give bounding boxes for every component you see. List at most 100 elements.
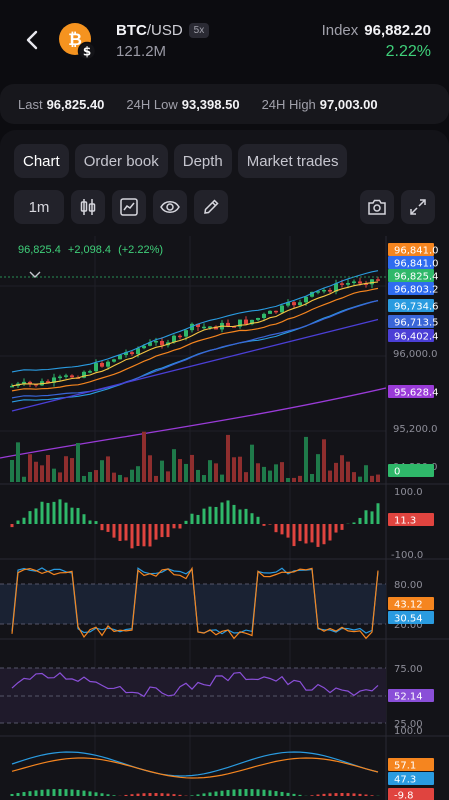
price-axis-tick-1: 95,200.0 [393, 424, 438, 435]
price-tag-7-bg [388, 385, 434, 398]
macd-tick-bottom: -100.0 [391, 550, 423, 561]
volume-bar [160, 460, 164, 482]
index-value: 96,882.20 [364, 22, 431, 39]
volume-bar [178, 459, 182, 482]
volume-bar [334, 462, 338, 482]
osc-bar [130, 794, 134, 796]
bollinger-upper-line [11, 270, 379, 373]
macd-bar [88, 520, 92, 524]
pair-title[interactable]: BTC/USD 5x [116, 22, 210, 39]
screenshot-button[interactable] [360, 190, 394, 224]
leverage-badge: 5x [188, 23, 210, 38]
macd-bar [238, 509, 242, 524]
macd-bar [316, 524, 320, 547]
price-chart[interactable]: 96,000.095,200.094,800.096,841.096,841.0… [0, 236, 449, 800]
indicator-chart-icon [120, 198, 138, 216]
volume-bar [100, 460, 104, 482]
candle-body [226, 322, 230, 327]
macd-bar [46, 502, 50, 524]
candle-body [214, 326, 218, 330]
osc-bar [106, 794, 110, 796]
volume-bar [94, 470, 98, 482]
volume-bar [22, 476, 26, 482]
tab-order-book[interactable]: Order book [74, 144, 168, 178]
price-info: 96,825.4 +2,098.4 (+2.22%) [18, 244, 167, 256]
high-value: 97,003.00 [319, 96, 378, 112]
price-tag-1-bg [388, 256, 434, 269]
volume-bar [64, 456, 68, 482]
candle-body [154, 340, 158, 343]
volume-bar [34, 461, 38, 482]
macd-bar [226, 500, 230, 524]
candle-body [88, 371, 92, 373]
volume-bar [262, 466, 266, 482]
volume-bar [340, 455, 344, 482]
candle-body [274, 310, 278, 313]
indicators-button[interactable] [112, 190, 146, 224]
candle-body [370, 279, 374, 285]
macd-bar [310, 524, 314, 543]
macd-bar [82, 514, 86, 524]
pair-base: BTC [116, 22, 147, 39]
osc-bar [94, 792, 98, 796]
candle-body [364, 283, 368, 285]
volume-bar [106, 456, 110, 482]
candle-type-button[interactable] [71, 190, 105, 224]
price-tag-6: 96,402.4 [394, 332, 439, 343]
header: ₿ $ BTC/USD 5x 121.2M Index 96,882.20 2.2… [0, 0, 449, 82]
candle-body [208, 326, 212, 328]
candle-body [160, 340, 164, 346]
kdj-d-line [11, 566, 379, 640]
osc-bar [64, 789, 68, 796]
macd-bar [292, 524, 296, 547]
info-change: +2,098.4 [67, 244, 112, 256]
candle-body [286, 302, 290, 306]
back-button[interactable] [18, 26, 46, 54]
osc-tag-1: 47.3 [394, 775, 416, 786]
osc-bar [70, 789, 74, 796]
fullscreen-button[interactable] [401, 190, 435, 224]
candle-body [358, 281, 362, 284]
osc-bar [232, 789, 236, 796]
volume-bar [316, 454, 320, 482]
volume-bar [346, 461, 350, 482]
volume-bar [88, 471, 92, 482]
volume-bar [286, 477, 290, 482]
candle-body [250, 319, 254, 325]
visibility-button[interactable] [153, 190, 187, 224]
volume-bar [364, 465, 368, 482]
interval-button[interactable]: 1m [14, 190, 64, 224]
ma-fast-line [11, 281, 379, 387]
osc-bar [154, 793, 158, 796]
macd-bar [22, 517, 26, 524]
osc-bar [82, 790, 86, 796]
change-percent: 2.22% [385, 43, 431, 60]
volume-bar [304, 436, 308, 482]
tab-chart[interactable]: Chart [14, 144, 69, 178]
draw-button[interactable] [194, 190, 228, 224]
osc-tick-top: 100.0 [394, 726, 423, 737]
macd-bar [268, 524, 272, 525]
volume-bar [292, 477, 296, 482]
price-tag-2-bg [388, 269, 434, 282]
macd-bar [244, 508, 248, 524]
info-last-price: 96,825.4 [18, 244, 61, 256]
chevron-down-icon [29, 271, 41, 278]
tab-market-trades[interactable]: Market trades [237, 144, 348, 178]
tab-depth[interactable]: Depth [173, 144, 232, 178]
osc-bar [364, 794, 368, 796]
osc-bar [208, 792, 212, 796]
macd-bar [340, 524, 344, 530]
candle-body [328, 289, 332, 292]
ma-slow-line [11, 299, 379, 399]
high-label: 24H High [261, 96, 316, 112]
price-tag-3: 96,803.2 [394, 285, 439, 296]
volume-bar [16, 442, 20, 482]
osc-bar [358, 793, 362, 796]
macd-bar [298, 524, 302, 542]
candle-body [352, 281, 356, 283]
macd-bar [118, 524, 122, 541]
svg-text:₿: ₿ [68, 30, 82, 50]
chevron-left-icon [26, 30, 38, 50]
info-change-pct: (+2.22%) [118, 244, 164, 256]
